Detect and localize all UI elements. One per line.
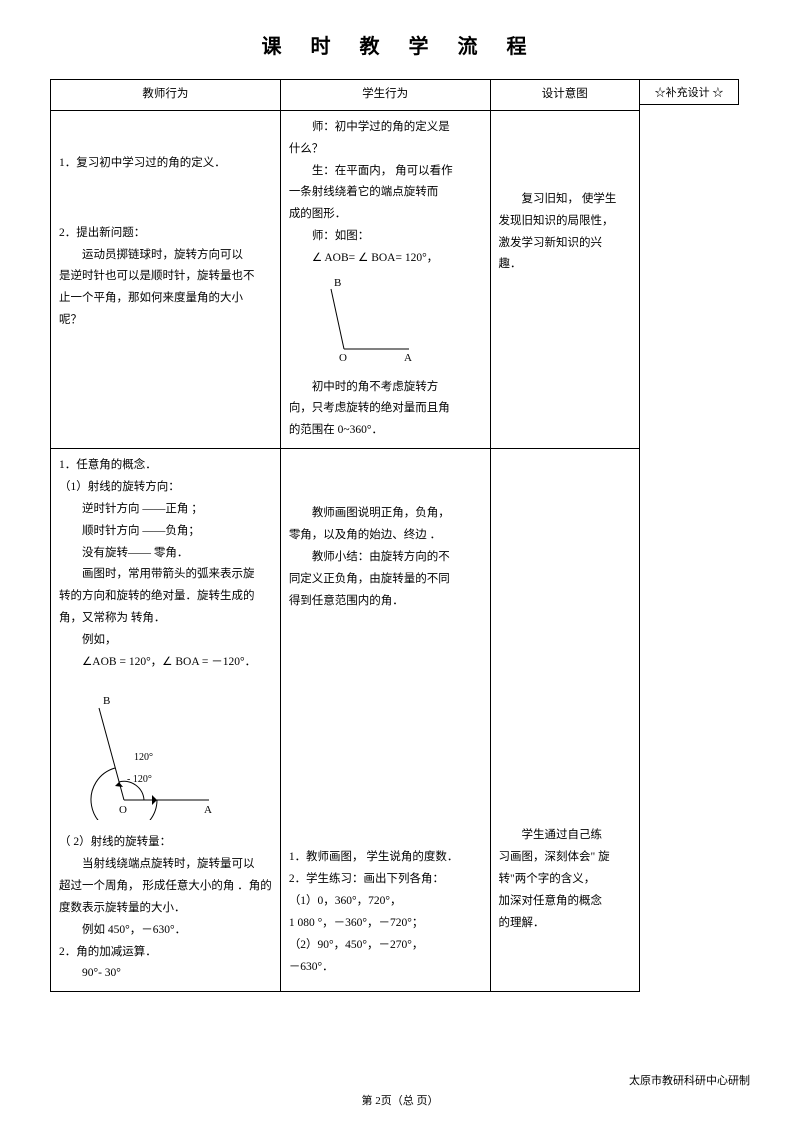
text: －630°． [289, 957, 482, 979]
text: 转"两个字的含义， [499, 869, 631, 891]
svg-text:A: A [204, 804, 212, 816]
text: 超过一个周角， 形成任意大小的角 ．角的 [59, 876, 272, 898]
text: 的理解． [499, 913, 631, 935]
text: 例如， [59, 630, 272, 652]
student-cell-2: 教师画图说明正角，负角， 零角，以及角的始边、终边 ． 教师小结：由旋转方向的不… [280, 449, 490, 992]
text: 习画图，深刻体会" 旋 [499, 847, 631, 869]
text: 例如 450°，－630°． [59, 920, 272, 942]
svg-text:O: O [339, 352, 347, 364]
svg-text:- 120°: - 120° [127, 774, 152, 785]
text: （ 2）射线的旋转量： [59, 832, 272, 854]
content-row-2: 1．任意角的概念． （1）射线的旋转方向： 逆时针方向 ——正角 ； 顺时针方向… [51, 449, 640, 992]
text: 向，只考虑旋转的绝对量而且角 [289, 398, 482, 420]
text: 2．角的加减运算． [59, 942, 272, 964]
text: 1 080 °，－360°，－720°； [289, 913, 482, 935]
text: 生：在平面内， 角可以看作 [289, 161, 482, 183]
svg-text:B: B [103, 695, 110, 707]
text: 当射线绕端点旋转时，旋转量可以 [59, 854, 272, 876]
angle-diagram-2: B 120° - 120° O A [59, 690, 239, 820]
page-title: 课 时 教 学 流 程 [50, 30, 750, 59]
text: 没有旋转—— 零角． [59, 543, 272, 565]
text: 趣． [499, 254, 631, 276]
header-design: 设计意图 [490, 80, 639, 111]
header-teacher: 教师行为 [51, 80, 281, 111]
header-row: 教师行为 学生行为 设计意图 [51, 80, 640, 111]
angle-diagram-1: B O A [289, 274, 429, 364]
text: 师：如图： [289, 226, 482, 248]
footer-org: 太原市教研科研中心研制 [629, 1072, 750, 1088]
text: 运动员掷链球时，旋转方向可以 [59, 245, 272, 267]
text: ∠AOB = 120°，∠ BOA = －120°． [59, 652, 272, 674]
teacher-cell-1: 1．复习初中学习过的角的定义． 2．提出新问题： 运动员掷链球时，旋转方向可以 … [51, 110, 281, 448]
text: 度数表示旋转量的大小． [59, 898, 272, 920]
text: 角，又常称为 转角． [59, 608, 272, 630]
text: 一条射线绕着它的端点旋转而 [289, 182, 482, 204]
text: 初中时的角不考虑旋转方 [289, 377, 482, 399]
text: 的范围在 0~360°． [289, 420, 482, 442]
text: 教师画图说明正角，负角， [289, 503, 482, 525]
sidebar-supplement: ☆补充设计 ☆ [639, 79, 739, 105]
svg-text:120°: 120° [134, 752, 153, 763]
svg-text:O: O [119, 804, 127, 816]
text: 转的方向和旋转的绝对量．旋转生成的 [59, 586, 272, 608]
text: （1）射线的旋转方向： [59, 477, 272, 499]
text: （2）90°，450°，－270°， [289, 935, 482, 957]
text: ∠ AOB= ∠ BOA= 120°， [289, 248, 482, 270]
svg-text:B: B [334, 277, 341, 289]
design-cell-2: 学生通过自己练 习画图，深刻体会" 旋 转"两个字的含义， 加深对任意角的概念 … [490, 449, 639, 992]
text: 是逆时针也可以是顺时针，旋转量也不 [59, 266, 272, 288]
header-student: 学生行为 [280, 80, 490, 111]
text: 教师小结：由旋转方向的不 [289, 547, 482, 569]
text: 90°- 30° [59, 963, 272, 985]
student-cell-1: 师：初中学过的角的定义是 什么？ 生：在平面内， 角可以看作 一条射线绕着它的端… [280, 110, 490, 448]
text: 止一个平角，那如何来度量角的大小 [59, 288, 272, 310]
text: 得到任意范围内的角． [289, 591, 482, 613]
text: 师：初中学过的角的定义是 [289, 117, 482, 139]
text: 发现旧知识的局限性， [499, 211, 631, 233]
text: 1．复习初中学习过的角的定义． [59, 153, 272, 175]
text: （1）0，360°，720°， [289, 891, 482, 913]
text: 学生通过自己练 [499, 825, 631, 847]
text: 2．学生练习：画出下列各角： [289, 869, 482, 891]
text: 激发学习新知识的兴 [499, 233, 631, 255]
text: 1．任意角的概念． [59, 455, 272, 477]
text: 复习旧知， 使学生 [499, 189, 631, 211]
design-cell-1: 复习旧知， 使学生 发现旧知识的局限性， 激发学习新知识的兴 趣． [490, 110, 639, 448]
text: 2．提出新问题： [59, 223, 272, 245]
text: 逆时针方向 ——正角 ； [59, 499, 272, 521]
text: 加深对任意角的概念 [499, 891, 631, 913]
text: 顺时针方向 ——负角； [59, 521, 272, 543]
text: 什么？ [289, 139, 482, 161]
footer-page: 第 2页（总 页） [362, 1092, 439, 1108]
text: 成的图形． [289, 204, 482, 226]
teacher-cell-2: 1．任意角的概念． （1）射线的旋转方向： 逆时针方向 ——正角 ； 顺时针方向… [51, 449, 281, 992]
text: 同定义正负角，由旋转量的不同 [289, 569, 482, 591]
text: 零角，以及角的始边、终边 ． [289, 525, 482, 547]
svg-text:A: A [404, 352, 412, 364]
text: 画图时，常用带箭头的弧来表示旋 [59, 564, 272, 586]
text: 1．教师画图， 学生说角的度数． [289, 847, 482, 869]
content-row-1: 1．复习初中学习过的角的定义． 2．提出新问题： 运动员掷链球时，旋转方向可以 … [51, 110, 640, 448]
lesson-table: 教师行为 学生行为 设计意图 1．复习初中学习过的角的定义． 2．提出新问题： … [50, 79, 640, 992]
text: 呢？ [59, 310, 272, 332]
